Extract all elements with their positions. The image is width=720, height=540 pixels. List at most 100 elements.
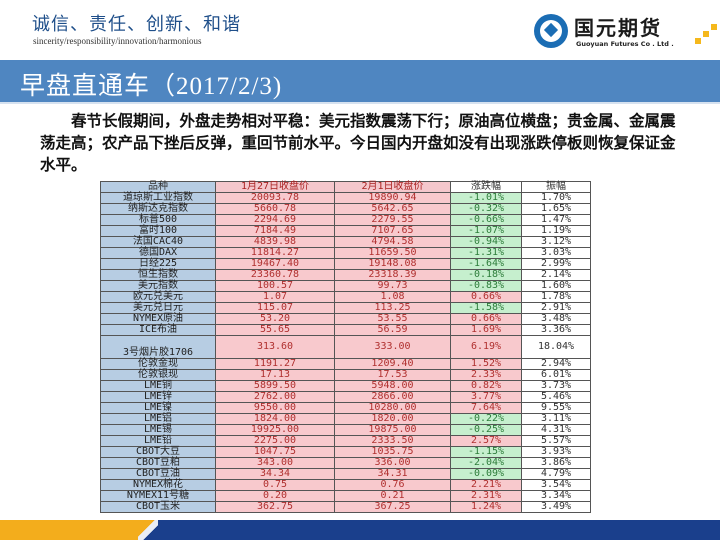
close-feb1-cell: 19890.94 [334, 192, 451, 204]
close-feb1-cell: 2866.00 [334, 391, 451, 403]
instrument-cell: NYMEX棉花 [100, 479, 216, 491]
instrument-cell: 日经225 [100, 258, 216, 270]
amplitude-cell: 3.11% [521, 413, 591, 425]
close-jan27-cell: 7184.49 [215, 225, 335, 237]
close-jan27-cell: 1.07 [215, 291, 335, 303]
table-row: 标普500 2294.69 2279.55 -0.66% 1.47% [100, 214, 591, 226]
footer-notch [138, 520, 160, 540]
change-cell: 0.82% [450, 380, 522, 392]
summary-paragraph: 春节长假期间，外盘走势相对平稳：美元指数震荡下行；原油高位横盘；贵金属、金属震荡… [40, 112, 676, 174]
change-cell: 3.77% [450, 391, 522, 403]
amplitude-cell: 1.19% [521, 225, 591, 237]
table-row: CBOT大豆 1047.75 1035.75 -1.15% 3.93% [100, 446, 591, 458]
close-jan27-cell: 5899.50 [215, 380, 335, 392]
change-cell: 0.66% [450, 291, 522, 303]
change-cell: -1.31% [450, 247, 522, 259]
table-row: LME锡 19925.00 19875.00 -0.25% 4.31% [100, 424, 591, 436]
instrument-cell: LME铜 [100, 380, 216, 392]
amplitude-cell: 1.65% [521, 203, 591, 215]
change-cell: 2.21% [450, 479, 522, 491]
table-row: 伦敦金现 1191.27 1209.40 1.52% 2.94% [100, 358, 591, 370]
change-cell: -0.83% [450, 280, 522, 292]
amplitude-cell: 3.54% [521, 479, 591, 491]
footer-band-orange [0, 520, 150, 540]
instrument-cell: LME锡 [100, 424, 216, 436]
change-cell: -1.58% [450, 302, 522, 314]
change-cell: -2.04% [450, 457, 522, 469]
header-close-jan27: 1月27日收盘价 [215, 181, 335, 193]
amplitude-cell: 1.60% [521, 280, 591, 292]
amplitude-cell: 2.99% [521, 258, 591, 270]
close-jan27-cell: 362.75 [215, 501, 335, 513]
amplitude-cell: 3.34% [521, 490, 591, 502]
instrument-cell: 富时100 [100, 225, 216, 237]
close-jan27-cell: 4839.98 [215, 236, 335, 248]
close-feb1-cell: 56.59 [334, 324, 451, 336]
table-row: 欧元兑美元 1.07 1.08 0.66% 1.78% [100, 291, 591, 303]
close-jan27-cell: 1047.75 [215, 446, 335, 458]
close-jan27-cell: 343.00 [215, 457, 335, 469]
close-feb1-cell: 2279.55 [334, 214, 451, 226]
table-row: 恒生指数 23360.78 23318.39 -0.18% 2.14% [100, 269, 591, 281]
amplitude-cell: 5.46% [521, 391, 591, 403]
close-feb1-cell: 1035.75 [334, 446, 451, 458]
close-feb1-cell: 34.31 [334, 468, 451, 480]
table-row: LME锌 2762.00 2866.00 3.77% 5.46% [100, 391, 591, 403]
close-feb1-cell: 2333.50 [334, 435, 451, 447]
close-feb1-cell: 113.25 [334, 302, 451, 314]
logo-square-icon [711, 24, 717, 30]
close-feb1-cell: 99.73 [334, 280, 451, 292]
amplitude-cell: 1.47% [521, 214, 591, 226]
table-row: 伦敦银现 17.13 17.53 2.33% 6.01% [100, 369, 591, 381]
table-row: NYMEX原油 53.20 53.55 0.66% 3.48% [100, 313, 591, 325]
close-feb1-cell: 4794.58 [334, 236, 451, 248]
instrument-cell: 伦敦银现 [100, 369, 216, 381]
amplitude-cell: 1.70% [521, 192, 591, 204]
close-feb1-cell: 23318.39 [334, 269, 451, 281]
table-row: 法国CAC40 4839.98 4794.58 -0.94% 3.12% [100, 236, 591, 248]
motto-chinese: 诚信、责任、创新、和谐 [32, 14, 241, 35]
change-cell: 2.33% [450, 369, 522, 381]
change-cell: 1.52% [450, 358, 522, 370]
change-cell: -0.32% [450, 203, 522, 215]
close-feb1-cell: 0.21 [334, 490, 451, 502]
close-feb1-cell: 0.76 [334, 479, 451, 491]
change-cell: -1.15% [450, 446, 522, 458]
table-row: ICE布油 55.65 56.59 1.69% 3.36% [100, 324, 591, 336]
header: 诚信、责任、创新、和谐 sincerity/responsibility/inn… [0, 0, 720, 60]
instrument-cell: NYMEX原油 [100, 313, 216, 325]
instrument-cell: 欧元兑美元 [100, 291, 216, 303]
logo-square-icon [695, 38, 701, 44]
close-jan27-cell: 11814.27 [215, 247, 335, 259]
close-jan27-cell: 2275.00 [215, 435, 335, 447]
close-jan27-cell: 19467.40 [215, 258, 335, 270]
change-cell: -0.25% [450, 424, 522, 436]
amplitude-cell: 3.12% [521, 236, 591, 248]
change-cell: -0.18% [450, 269, 522, 281]
amplitude-cell: 3.86% [521, 457, 591, 469]
close-feb1-cell: 19875.00 [334, 424, 451, 436]
header-close-feb1: 2月1日收盘价 [334, 181, 451, 193]
header-instrument: 品种 [100, 181, 216, 193]
close-jan27-cell: 9550.00 [215, 402, 335, 414]
instrument-cell: CBOT豆粕 [100, 457, 216, 469]
close-jan27-cell: 115.07 [215, 302, 335, 314]
instrument-cell: 标普500 [100, 214, 216, 226]
table-row: LME铝 1824.00 1820.00 -0.22% 3.11% [100, 413, 591, 425]
close-jan27-cell: 23360.78 [215, 269, 335, 281]
logo-emblem-icon [534, 14, 568, 48]
logo-name-en: Guoyuan Futures Co . Ltd . [576, 40, 674, 48]
amplitude-cell: 3.93% [521, 446, 591, 458]
close-feb1-cell: 53.55 [334, 313, 451, 325]
close-jan27-cell: 55.65 [215, 324, 335, 336]
table-row: CBOT豆粕 343.00 336.00 -2.04% 3.86% [100, 457, 591, 469]
company-logo: 国元期货 Guoyuan Futures Co . Ltd . [532, 12, 717, 52]
change-cell: -1.64% [450, 258, 522, 270]
instrument-cell: LME镍 [100, 402, 216, 414]
instrument-cell: 纳斯达克指数 [100, 203, 216, 215]
instrument-cell: NYMEX11号糖 [100, 490, 216, 502]
close-feb1-cell: 19148.08 [334, 258, 451, 270]
close-feb1-cell: 10280.00 [334, 402, 451, 414]
instrument-cell: 法国CAC40 [100, 236, 216, 248]
motto-english: sincerity/responsibility/innovation/harm… [33, 36, 202, 46]
